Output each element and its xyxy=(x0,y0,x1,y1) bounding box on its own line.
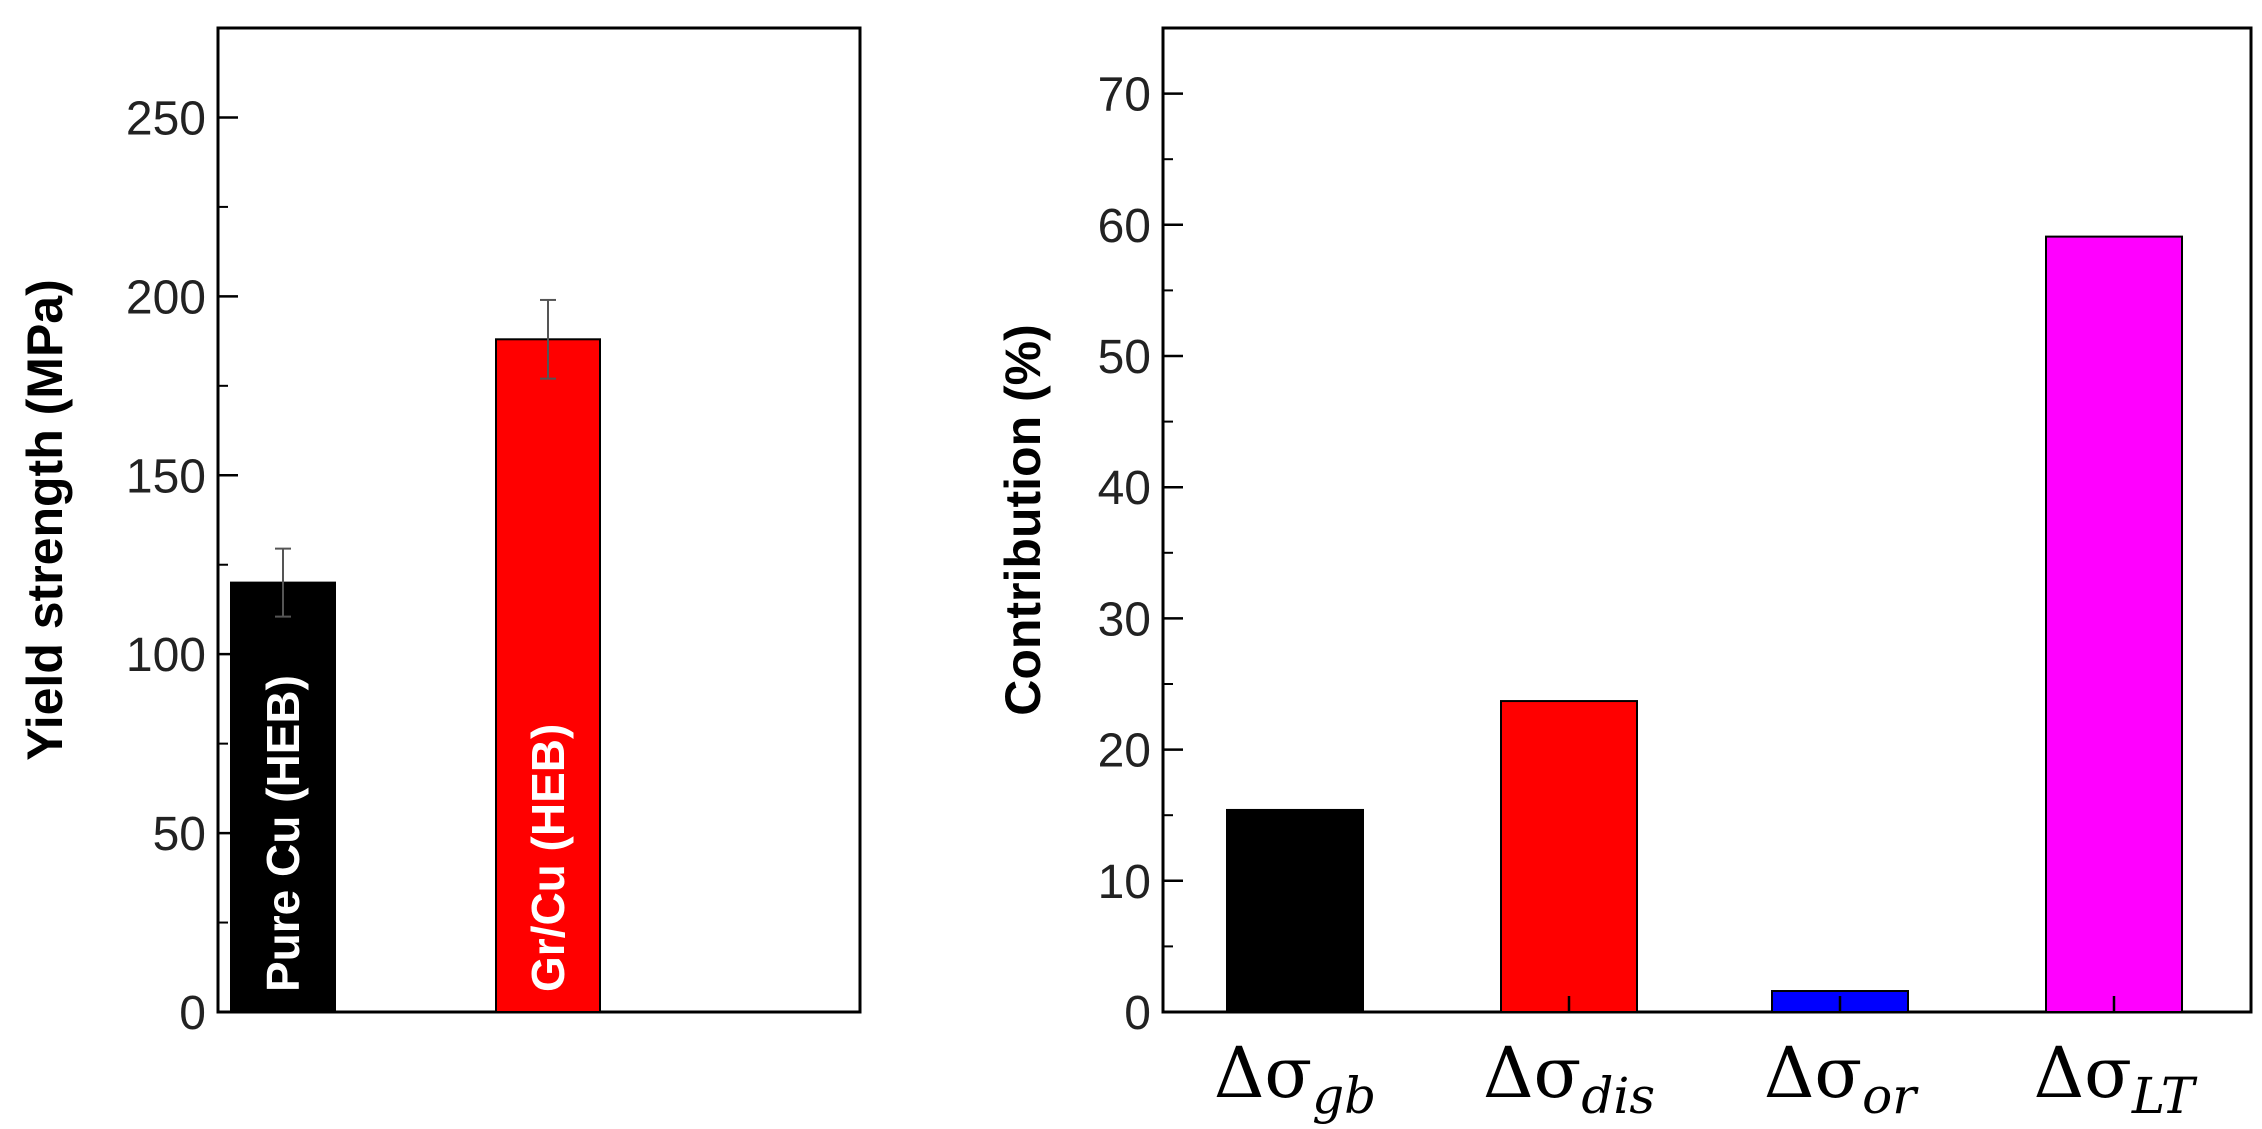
left-y-tick-label: 100 xyxy=(126,629,206,682)
right-y-axis: 0 10 20 30 40 50 60 70 xyxy=(1098,69,1183,1040)
left-y-tick-label: 0 xyxy=(179,987,206,1040)
right-plot-frame xyxy=(1161,26,2253,1014)
left-y-tick-label: 150 xyxy=(126,450,206,503)
right-y-tick-label: 30 xyxy=(1098,593,1151,646)
right-bar xyxy=(1500,700,1638,1014)
right-x-tick-label: ΔσLT xyxy=(2034,1032,2198,1125)
right-y-tick-label: 60 xyxy=(1098,200,1151,253)
left-bars: Pure Cu (HEB) Gr/Cu (HEB) xyxy=(230,298,601,1013)
left-y-axis: 0 50 100 150 200 250 xyxy=(126,92,238,1040)
left-bar xyxy=(230,581,336,1013)
left-bar-label: Pure Cu (HEB) xyxy=(257,675,309,992)
right-y-tick-label: 0 xyxy=(1124,987,1151,1040)
left-y-axis-title: Yield strength (MPa) xyxy=(17,279,73,761)
right-y-tick-label: 70 xyxy=(1098,69,1151,122)
category-symbol: Δσ xyxy=(1764,1032,1862,1114)
left-bar-label: Gr/Cu (HEB) xyxy=(522,724,574,992)
right-y-axis-title: Contribution (%) xyxy=(995,324,1051,716)
category-subscript: gb xyxy=(1312,1067,1376,1125)
right-x-tick-label: Δσor xyxy=(1764,1032,1919,1125)
left-y-tick-label: 250 xyxy=(126,92,206,145)
right-bar xyxy=(1226,808,1364,1014)
yield-strength-chart: 0 50 100 150 200 250 Pure Cu (HEB) Gr/Cu (HEB)… xyxy=(17,26,862,1040)
left-y-tick-label: 200 xyxy=(126,271,206,324)
right-x-axis: Δσgb Δσdis Δσor ΔσLT xyxy=(1214,996,2198,1125)
right-bar xyxy=(2045,235,2183,1014)
right-x-tick-label: Δσdis xyxy=(1483,1032,1655,1125)
left-y-tick-label: 50 xyxy=(153,808,206,861)
right-y-tick-label: 40 xyxy=(1098,462,1151,515)
left-bar xyxy=(495,338,601,1013)
right-y-tick-label: 50 xyxy=(1098,331,1151,384)
right-bars xyxy=(1226,235,2183,1014)
right-x-tick-label: Δσgb xyxy=(1214,1032,1376,1125)
category-symbol: Δσ xyxy=(2034,1032,2132,1114)
category-subscript: or xyxy=(1862,1067,1919,1125)
category-symbol: Δσ xyxy=(1214,1032,1312,1114)
right-y-tick-label: 10 xyxy=(1098,856,1151,909)
category-subscript: dis xyxy=(1581,1067,1655,1125)
right-y-tick-label: 20 xyxy=(1098,725,1151,778)
category-subscript: LT xyxy=(2131,1067,2198,1125)
category-symbol: Δσ xyxy=(1483,1032,1581,1114)
